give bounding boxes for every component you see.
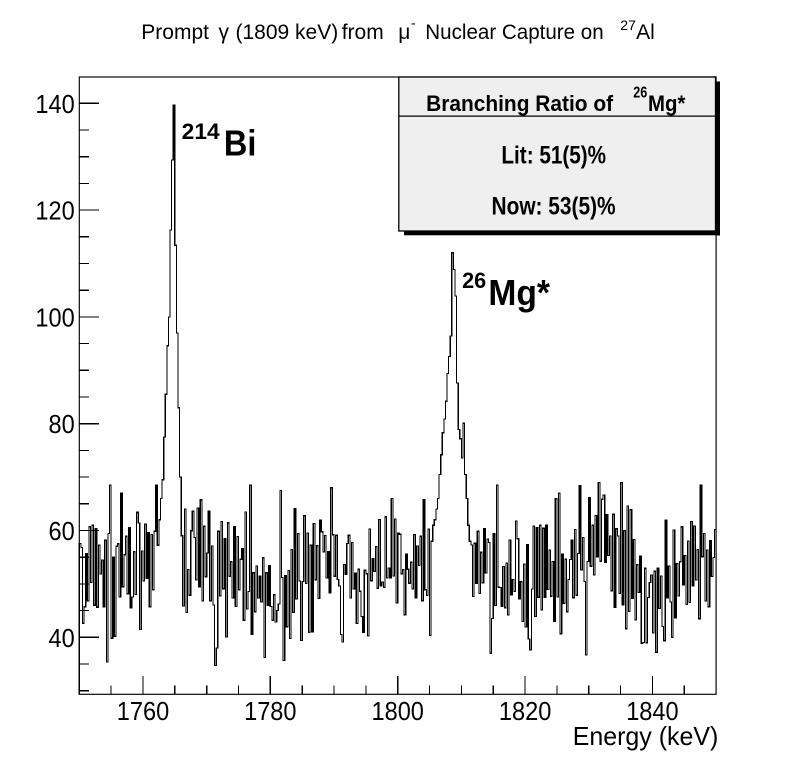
svg-text:1800: 1800	[372, 696, 424, 726]
svg-text:γ: γ	[219, 21, 230, 44]
svg-text:(1809 keV): (1809 keV)	[236, 21, 339, 44]
svg-text:μ: μ	[398, 21, 410, 44]
svg-text:Nuclear Capture on: Nuclear Capture on	[425, 21, 603, 44]
svg-text:140: 140	[35, 89, 74, 119]
svg-text:100: 100	[35, 302, 74, 332]
svg-text:27: 27	[620, 17, 636, 33]
svg-text:Prompt: Prompt	[141, 21, 209, 44]
svg-text:1820: 1820	[499, 696, 551, 726]
svg-text:Al: Al	[636, 21, 655, 44]
svg-text:Energy (keV): Energy (keV)	[573, 721, 719, 751]
svg-text:1760: 1760	[117, 696, 169, 726]
svg-text:120: 120	[35, 196, 74, 226]
svg-text:26: 26	[462, 268, 486, 293]
svg-text:Bi: Bi	[224, 123, 257, 164]
svg-text:214: 214	[182, 119, 221, 144]
svg-text:Mg*: Mg*	[488, 272, 550, 313]
svg-text:1840: 1840	[626, 696, 678, 726]
svg-text:Now: 53(5)%: Now: 53(5)%	[492, 193, 616, 221]
svg-text:Branching Ratio of: Branching Ratio of	[426, 91, 614, 116]
svg-text:40: 40	[49, 623, 75, 653]
svg-text:Lit: 51(5)%: Lit: 51(5)%	[501, 142, 606, 170]
svg-text:26: 26	[633, 85, 647, 102]
svg-text:60: 60	[49, 516, 75, 546]
svg-text:Mg*: Mg*	[648, 91, 686, 116]
svg-text:from: from	[342, 21, 384, 44]
svg-text:80: 80	[49, 409, 75, 439]
svg-text:-: -	[411, 15, 416, 31]
svg-text:1780: 1780	[244, 696, 296, 726]
